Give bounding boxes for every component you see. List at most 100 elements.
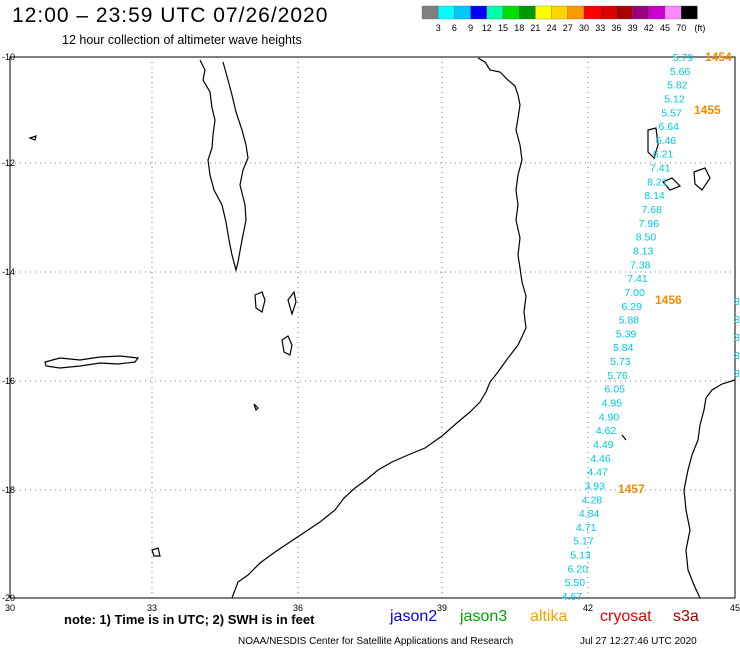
wave-height-value: 6.05 <box>604 384 625 396</box>
wave-height-value: 8.21 <box>647 176 668 188</box>
wave-height-value: 5.66 <box>670 66 691 78</box>
edge-wave-height-value: 3 <box>734 314 740 326</box>
wave-height-value: 7.41 <box>627 273 648 285</box>
wave-height-value: 4.62 <box>596 425 617 437</box>
colorbar-label: 36 <box>611 23 621 33</box>
generated-timestamp: Jul 27 12:27:46 UTC 2020 <box>580 636 697 647</box>
latitude-label: -20 <box>2 593 15 603</box>
credit-text: NOAA/NESDIS Center for Satellite Applica… <box>238 636 514 647</box>
legend-altika: altika <box>530 608 568 625</box>
latitude-label: -12 <box>2 158 15 168</box>
longitude-label: 33 <box>147 603 157 613</box>
wave-height-value: 6.29 <box>622 301 643 313</box>
wave-height-value: 5.50 <box>565 577 586 589</box>
coastline <box>28 57 736 599</box>
wave-height-colorbar: 3 6 9 12 15 18 21 24 27 30 33 36 39 42 45 70 (ft) <box>421 5 705 33</box>
wave-height-value: 7.41 <box>650 163 671 175</box>
latitude-label: -16 <box>2 376 15 386</box>
legend-s3a: s3a <box>673 608 699 625</box>
colorbar-label: 15 <box>498 23 508 33</box>
wave-height-value: 6.20 <box>567 563 588 575</box>
longitude-labels: 30 33 36 39 42 45 <box>5 603 740 613</box>
colorbar-swatch <box>681 5 698 20</box>
wave-height-value: 8.14 <box>644 190 665 202</box>
edge-wave-height-value: 3 <box>734 350 740 362</box>
island-speck <box>28 135 37 141</box>
colorbar-unit: (ft) <box>694 23 705 33</box>
wave-height-value: 4.49 <box>593 439 614 451</box>
colorbar-label: 6 <box>452 23 457 33</box>
edge-track-values: 3 3 3 3 3 <box>734 296 740 380</box>
latitude-label: -18 <box>2 485 15 495</box>
colorbar-label: 39 <box>628 23 638 33</box>
wave-height-value: 4.84 <box>579 508 600 520</box>
wave-height-value: 3.93 <box>585 480 606 492</box>
lake-shoreline-small <box>254 291 266 313</box>
lake-shoreline-north <box>287 290 297 317</box>
colorbar-label: 30 <box>579 23 589 33</box>
latitude-label: -14 <box>2 267 15 277</box>
legend-jason3: jason3 <box>460 608 508 625</box>
wave-height-value: 5.17 <box>573 536 594 548</box>
colorbar-label: 12 <box>482 23 492 33</box>
wave-height-value: 5.13 <box>570 550 591 562</box>
colorbar-label: 18 <box>514 23 524 33</box>
wave-height-value: 7.96 <box>639 218 660 230</box>
wave-height-value: 4.71 <box>576 522 597 534</box>
latitude-labels: -10 -12 -14 -16 -18 -20 <box>2 52 15 603</box>
wave-height-value: 6.21 <box>653 149 674 161</box>
wave-height-value: 7.00 <box>624 287 645 299</box>
wave-height-value: 5.12 <box>664 93 685 105</box>
wave-height-value: 4.28 <box>582 494 603 506</box>
wave-height-value: 5.39 <box>616 328 637 340</box>
wave-height-value: 4.90 <box>599 411 620 423</box>
wave-height-value: 5.84 <box>613 342 634 354</box>
wave-height-value: 5.76 <box>607 370 628 382</box>
wave-height-value: 5.79 <box>673 52 694 64</box>
colorbar-label: 27 <box>563 23 573 33</box>
wave-height-value: 4.47 <box>587 467 608 479</box>
colorbar-label: 21 <box>530 23 540 33</box>
colorbar-label: 42 <box>644 23 654 33</box>
wave-height-value: 6.46 <box>656 135 677 147</box>
longitude-label: 36 <box>293 603 303 613</box>
island-speck <box>151 547 161 557</box>
wave-height-value: 4.46 <box>590 453 611 465</box>
footer-note: note: 1) Time is in UTC; 2) SWH is in fe… <box>64 612 315 627</box>
cahora-bassa-lake <box>44 355 140 369</box>
colorbar-label: 9 <box>468 23 473 33</box>
wave-height-value: 5.73 <box>610 356 631 368</box>
latitude-label: -10 <box>2 52 15 62</box>
colorbar-label: 70 <box>676 23 686 33</box>
wave-height-value: 5.82 <box>667 80 688 92</box>
colorbar-label: 3 <box>436 23 441 33</box>
lake-chilwa <box>281 335 293 356</box>
anjouan-island <box>693 167 711 191</box>
edge-wave-height-value: 3 <box>734 296 740 308</box>
lake-malawi-shoreline <box>199 59 249 273</box>
wave-height-value: 7.68 <box>641 204 662 216</box>
legend-jason2: jason2 <box>390 608 438 625</box>
wave-height-value: 4.95 <box>602 398 623 410</box>
wave-height-value: 5.57 <box>661 107 682 119</box>
island-speck <box>621 434 627 441</box>
wave-height-value: 8.50 <box>636 232 657 244</box>
longitude-label: 39 <box>437 603 447 613</box>
wave-height-value: 7.38 <box>630 259 651 271</box>
longitude-label: 30 <box>5 603 15 613</box>
graticule-grid <box>10 57 735 598</box>
wave-height-value: 5.88 <box>619 315 640 327</box>
track-time-label: 1457 <box>618 482 645 496</box>
longitude-label: 45 <box>730 603 740 613</box>
page-title: 12:00 – 23:59 UTC 07/26/2020 <box>12 4 329 27</box>
wave-height-value: 4.67 <box>562 591 583 603</box>
colorbar-label: 45 <box>660 23 670 33</box>
grande-comore-island <box>647 127 659 160</box>
island-speck <box>253 403 259 412</box>
wave-height-value: 8.13 <box>633 245 654 257</box>
colorbar-label: 24 <box>547 23 557 33</box>
madagascar-coastline <box>683 379 736 599</box>
legend-cryosat: cryosat <box>600 608 652 625</box>
altimeter-track-values: 5.795.665.825.125.576.646.466.217.418.21… <box>562 52 694 603</box>
